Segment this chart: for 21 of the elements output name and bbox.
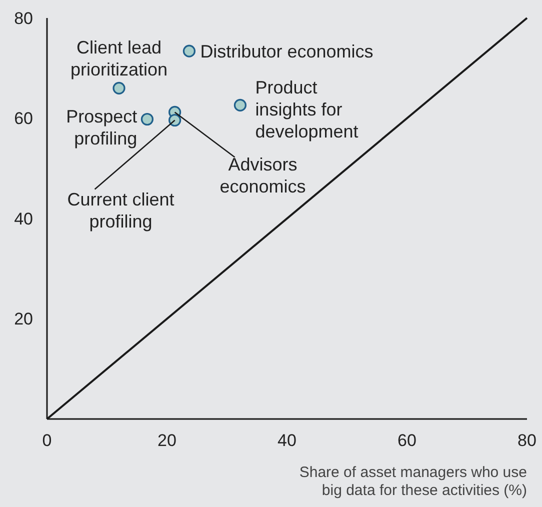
x-tick-label: 0 (42, 431, 52, 450)
x-tick-label: 60 (398, 431, 416, 450)
y-tick-label: 20 (14, 310, 33, 329)
annotation: Prospect profiling (66, 106, 138, 149)
x-tick-label: 20 (158, 431, 176, 450)
x-axis-title: Share of asset managers who use big data for these activities (%) (299, 464, 528, 499)
y-tick-label: 60 (14, 109, 33, 128)
y-tick-label: 40 (14, 209, 33, 228)
annotation: Product insights for development (255, 78, 358, 142)
y-tick-label: 80 (14, 8, 33, 28)
annotation: Current client profiling (67, 190, 174, 232)
point (112, 82, 126, 94)
point (234, 98, 246, 112)
point (182, 44, 196, 58)
annotation: Advisors economics (220, 154, 306, 197)
point (140, 112, 154, 126)
annotation: Client lead prioritization (70, 37, 168, 80)
point (168, 114, 182, 127)
x-tick-label: 80 (518, 431, 536, 450)
annotation: Distributor economics (200, 41, 374, 62)
x-tick-label: 40 (278, 431, 296, 450)
